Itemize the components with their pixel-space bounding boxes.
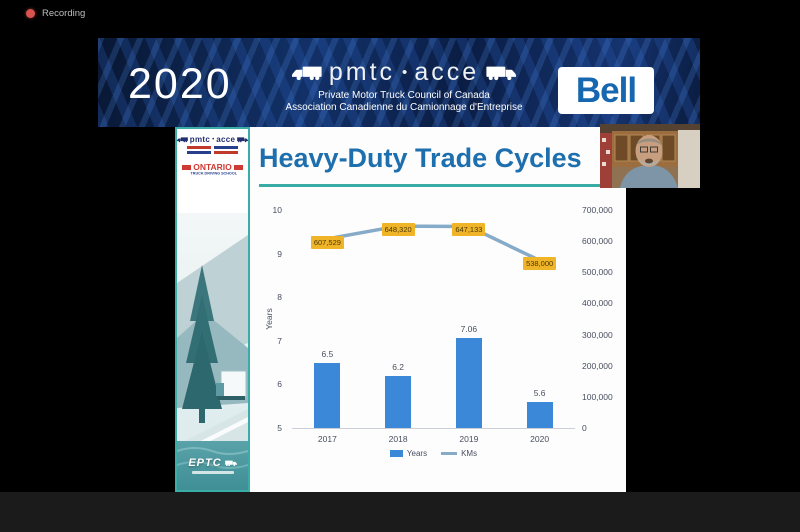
kms-data-label-text: 538,000: [523, 257, 557, 271]
kms-data-label-text: 607,529: [310, 235, 344, 249]
acce-logo-text: acce: [414, 58, 480, 86]
legend-item: Years: [389, 449, 428, 458]
left-axis-tick: 7: [277, 335, 282, 346]
bar-value-label: 6.2: [392, 361, 405, 372]
presenter-person: [620, 135, 678, 188]
pmtc-banner-logo: pmtc • acce Private Motor Truck Council …: [256, 58, 552, 113]
org-name-english: Private Motor Truck Council of Canada: [318, 90, 490, 101]
presentation-slide: pmtc • acce ONTARIO TRUC: [175, 127, 626, 492]
x-axis-label: 2018: [388, 434, 408, 444]
truck-icon: [486, 64, 517, 81]
bar-value-label: 6.5: [321, 348, 334, 359]
years-bar: [526, 401, 553, 428]
left-axis-tick: 5: [277, 423, 282, 433]
kms-data-label: 607,529: [301, 232, 353, 250]
right-axis-tick: 300,000: [582, 329, 613, 340]
bell-logo: Bell: [558, 67, 654, 114]
years-bar: [314, 362, 341, 428]
x-axis-line: [292, 428, 575, 429]
legend-label: Years: [406, 449, 428, 458]
ontario-truck-driving-school-logo: ONTARIO TRUCK DRIVING SCHOOL: [177, 162, 248, 178]
eptc-tagline: [191, 471, 234, 474]
kms-data-label: 538,000: [514, 253, 566, 271]
right-axis-tick: 400,000: [582, 298, 613, 309]
x-axis-label: 2020: [530, 434, 550, 444]
left-axis-tick: 6: [277, 379, 282, 390]
x-axis-label: 2017: [317, 434, 337, 444]
right-axis-tick: 600,000: [582, 236, 613, 247]
right-axis-tick: 0: [582, 423, 587, 433]
years-bar: [385, 375, 412, 428]
legend-item: KMs: [441, 449, 477, 458]
recording-indicator[interactable]: Recording: [26, 8, 85, 19]
left-axis-tick: 8: [277, 292, 282, 303]
kms-data-label: 648,320: [372, 219, 424, 237]
kms-data-label: 647,133: [443, 219, 495, 237]
legend-label: KMs: [461, 449, 478, 458]
highway-truck-photo: [177, 213, 248, 490]
title-underline: [259, 184, 601, 187]
legend-bar-swatch: [389, 450, 403, 457]
truck-icon: [224, 459, 237, 467]
truck-icon: [176, 136, 188, 143]
eptc-logo: EPTC: [177, 457, 248, 474]
recording-label: Recording: [42, 8, 86, 19]
ontario-logo-line2: TRUCK DRIVING SCHOOL: [190, 172, 237, 176]
eptc-logo-text: EPTC: [188, 457, 222, 469]
sidebar-pmtc-text: pmtc: [189, 135, 211, 144]
conference-banner: 2020 pmtc • acce Private Motor Truck Cou…: [98, 38, 700, 127]
right-axis-tick: 200,000: [582, 360, 613, 371]
window-bottom-bar: [0, 492, 800, 532]
years-bar: [455, 338, 482, 428]
x-axis-label: 2019: [459, 434, 479, 444]
photo-truck: [216, 370, 247, 400]
right-axis-tick: 700,000: [582, 205, 613, 215]
sidebar-pmtc-logo: pmtc • acce: [176, 135, 249, 154]
truck-icon: [237, 136, 249, 143]
logo-dot: •: [212, 136, 215, 143]
bar-value-label: 5.6: [533, 387, 546, 398]
kms-data-label-text: 648,320: [381, 223, 415, 237]
right-axis-tick: 500,000: [582, 267, 613, 278]
bar-value-label: 7.06: [460, 324, 478, 335]
banner-year: 2020: [128, 60, 232, 108]
ontario-logo-line1: ONTARIO: [193, 162, 232, 172]
trade-cycles-chart: 10 9 8 7 6 5 Years 700,000 600,000 500,000 400,000…: [175, 127, 626, 492]
left-axis-tick: 9: [277, 248, 282, 259]
legend-line-swatch: [441, 452, 458, 455]
logo-dot: •: [402, 64, 408, 81]
slide-sidebar: pmtc • acce ONTARIO TRUC: [175, 127, 250, 492]
sidebar-pmtc-smalltext: [177, 146, 248, 154]
slide-title: Heavy-Duty Trade Cycles: [259, 143, 582, 173]
kms-data-label-text: 647,133: [452, 223, 486, 237]
bell-logo-text: Bell: [575, 70, 637, 110]
right-axis-tick: 100,000: [582, 391, 613, 402]
truck-icon: [291, 64, 322, 81]
org-name-french: Association Canadienne du Camionnage d'E…: [285, 102, 523, 113]
chart-legend: Years KMs: [292, 449, 575, 458]
left-axis-tick: 10: [272, 205, 282, 215]
presenter-video-thumbnail[interactable]: [600, 124, 700, 188]
kms-line: [325, 224, 542, 263]
sidebar-acce-text: acce: [216, 135, 236, 144]
recording-dot-icon: [26, 9, 35, 18]
pmtc-logo-text: pmtc: [328, 58, 396, 86]
